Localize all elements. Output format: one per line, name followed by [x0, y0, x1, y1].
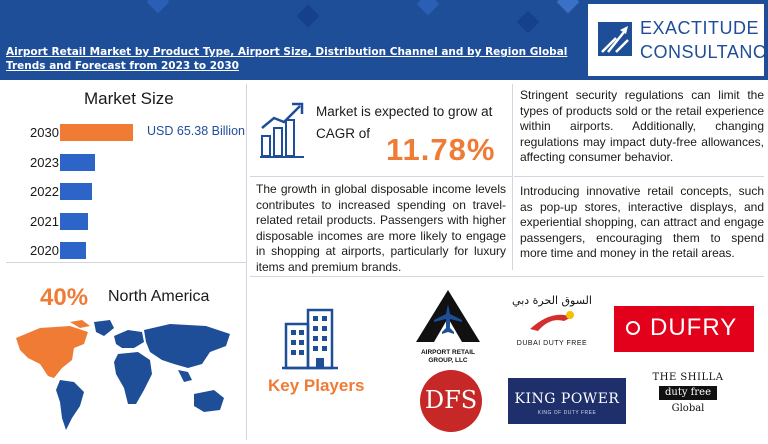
bar-2020: [60, 242, 86, 259]
divider: [250, 276, 764, 277]
report-title: Airport Retail Market by Product Type, A…: [6, 46, 568, 72]
dfs-logo: DFS: [420, 370, 482, 432]
bar-year-2023: 2023: [30, 154, 59, 170]
airport-retail-a-icon: [416, 290, 480, 342]
bar-2021: [60, 212, 88, 230]
king-power-logo-text: KING POWER: [514, 391, 620, 407]
decor-square: [556, 0, 580, 14]
market-size-title: Market Size: [84, 89, 174, 108]
logo-line1: EXACTITUDE: [640, 18, 760, 38]
header-banner: Airport Retail Market by Product Type, A…: [0, 0, 768, 80]
region-name: North America: [108, 288, 210, 305]
airport-retail-group-logo: AIRPORT RETAIL GROUP, LLC: [410, 288, 486, 366]
dubai-arabic-text: السوق الحرة دبي: [512, 294, 592, 307]
world-map-icon: [16, 320, 230, 430]
cagr-value: 11.78%: [386, 132, 496, 167]
growth-arrow-icon: [598, 22, 632, 56]
divider: [246, 84, 247, 440]
dufry-logo-text: DUFRY: [650, 314, 738, 341]
cagr-description: Market is expected to grow at CAGR of: [316, 104, 493, 141]
bar-2023: [60, 153, 95, 171]
bar-year-2030: 2030: [30, 125, 59, 140]
logo-line2: CONSULTANCY: [640, 42, 768, 62]
bar-year-2021: 2021: [30, 213, 59, 229]
bar-year-2022: 2022: [30, 184, 59, 199]
airport-retail-logo-text: AIRPORT RETAIL GROUP, LLC: [420, 349, 476, 364]
dubai-logo-text: DUBAI DUTY FREE: [516, 340, 588, 347]
divider: [250, 176, 512, 177]
decor-square: [416, 0, 440, 16]
restraint-text: Stringent security regulations can limit…: [520, 88, 764, 164]
shilla-line2: duty free: [659, 386, 717, 400]
dufry-logo: DUFRY: [614, 306, 754, 352]
region-share: 40%: [40, 284, 89, 311]
decor-square: [516, 10, 540, 34]
decor-square: [146, 0, 170, 14]
company-logo: EXACTITUDE CONSULTANCY: [588, 4, 768, 76]
divider: [512, 84, 513, 270]
dfs-logo-text: DFS: [424, 386, 478, 414]
growth-chart-icon: [260, 102, 304, 158]
bar-value-label-2030: USD 65.38 Billion: [147, 124, 245, 138]
king-power-logo: KING POWER KING OF DUTY FREE: [508, 378, 626, 424]
decor-square: [296, 4, 320, 28]
shilla-line3: Global: [671, 403, 705, 414]
bar-2022: [60, 183, 92, 200]
buildings-icon: [282, 308, 338, 370]
opportunity-text: Introducing innovative retail concepts, …: [520, 184, 764, 260]
key-players-label: Key Players: [268, 376, 365, 395]
king-power-subtext: KING OF DUTY FREE: [537, 410, 597, 416]
bar-2030: [60, 124, 133, 141]
bar-year-2020: 2020: [30, 243, 59, 258]
dufry-mark-icon: [626, 321, 640, 335]
divider: [514, 176, 764, 177]
growth-driver-text: The growth in global disposable income l…: [256, 182, 506, 274]
dubai-swoosh-icon: [530, 311, 574, 331]
shilla-logo: THE SHILLA duty free Global: [648, 372, 728, 428]
shilla-line1: THE SHILLA: [652, 372, 724, 383]
divider: [6, 262, 246, 263]
dubai-duty-free-logo: السوق الحرة دبي DUBAI DUTY FREE: [510, 294, 594, 356]
